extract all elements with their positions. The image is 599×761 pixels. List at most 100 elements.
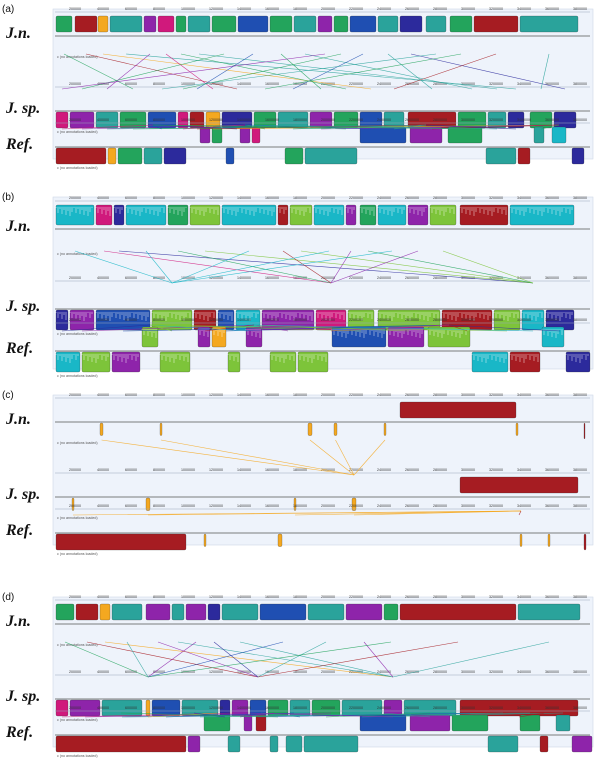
scale-tick-label: 1000000: [181, 276, 195, 280]
homology-connector: [247, 712, 394, 718]
genome-label: Ref.: [5, 136, 33, 153]
scale-tick-label: 2000000: [321, 318, 335, 322]
scale-tick-label: 1800000: [293, 706, 307, 710]
lcb-block: [55, 603, 75, 621]
panel-background: [52, 596, 594, 748]
scale-tick-label: 2200000: [349, 595, 363, 599]
scale-tick-label: 3400000: [517, 504, 531, 508]
annotation-note: c (no annotations loaded): [57, 130, 98, 134]
scale-tick-label: 3600000: [545, 196, 559, 200]
scale-tick-label: 800000: [153, 468, 165, 472]
scale-tick-label: 1600000: [265, 196, 279, 200]
lcb-block: [519, 533, 523, 547]
annotation-note: c (no annotations loaded): [57, 441, 98, 445]
scale-tick-label: 800000: [153, 504, 165, 508]
homology-connector: [157, 641, 259, 678]
scale-tick-label: 2400000: [377, 595, 391, 599]
homology-connector: [102, 53, 372, 90]
scale-tick-label: 1200000: [209, 595, 223, 599]
scale-tick-label: 200000: [69, 468, 81, 472]
scale-tick-label: 2600000: [405, 118, 419, 122]
lcb-block: [117, 147, 143, 165]
scale-tick-label: 1200000: [209, 504, 223, 508]
homology-connector: [257, 641, 327, 678]
scale-tick-label: 3800000: [573, 276, 587, 280]
lcb-block: [459, 699, 579, 717]
scale-tick-label: 3600000: [545, 318, 559, 322]
homology-connector: [74, 250, 173, 284]
homology-connector: [204, 324, 255, 332]
scale-tick-label: 1400000: [237, 118, 251, 122]
lcb-block: [187, 735, 201, 753]
scale-tick-label: 3200000: [489, 7, 503, 11]
panel-letter: (b): [2, 192, 14, 203]
lcb-block: [221, 603, 259, 621]
homology-connector: [118, 250, 534, 284]
scale-tick-label: 2600000: [405, 706, 419, 710]
lcb-block: [451, 714, 489, 732]
annotation-note: c (no annotations loaded): [57, 55, 98, 59]
scale-tick-label: 600000: [125, 504, 137, 508]
lcb-block: [555, 714, 571, 732]
scale-tick-label: 2800000: [433, 196, 447, 200]
scale-tick-label: 1000000: [181, 595, 195, 599]
scale-tick-label: 400000: [97, 7, 109, 11]
scale-tick-label: 3400000: [517, 393, 531, 397]
lcb-block: [473, 15, 519, 33]
homology-connector: [103, 250, 332, 284]
scale-tick-label: 1000000: [181, 504, 195, 508]
scale-tick-label: 2800000: [433, 595, 447, 599]
scale-tick-label: 2600000: [405, 595, 419, 599]
homology-connector: [147, 641, 392, 678]
scale-tick-label: 2200000: [349, 276, 363, 280]
lcb-block: [317, 15, 333, 33]
lcb-block: [307, 422, 313, 436]
homology-connector: [367, 250, 534, 284]
scale-tick-label: 1800000: [293, 196, 307, 200]
scale-tick-label: 3400000: [517, 670, 531, 674]
lcb-block: [185, 603, 207, 621]
scale-tick-label: 3800000: [573, 595, 587, 599]
scale-tick-label: 3400000: [517, 7, 531, 11]
homology-connector: [518, 510, 522, 516]
scale-tick-label: 800000: [153, 118, 165, 122]
lcb-block: [239, 126, 251, 144]
panel-background: [52, 394, 594, 546]
scale-tick-label: 2600000: [405, 82, 419, 86]
panel-letter: (a): [2, 4, 14, 15]
scale-tick-label: 2800000: [433, 706, 447, 710]
homology-connector: [101, 439, 355, 476]
homology-connector: [61, 324, 151, 332]
homology-connector: [257, 641, 459, 678]
scale-tick-label: 1600000: [265, 276, 279, 280]
scale-tick-label: 400000: [97, 276, 109, 280]
scale-tick-label: 1200000: [209, 706, 223, 710]
lcb-block: [539, 735, 549, 753]
lcb-block: [583, 422, 586, 440]
scale-tick-label: 1200000: [209, 276, 223, 280]
lcb-block: [55, 735, 187, 753]
lcb-block: [351, 497, 357, 511]
scale-tick-label: 1400000: [237, 706, 251, 710]
scale-tick-label: 600000: [125, 118, 137, 122]
scale-tick-label: 1600000: [265, 118, 279, 122]
lcb-block: [307, 603, 345, 621]
scale-tick-label: 3400000: [517, 318, 531, 322]
lcb-block: [55, 204, 95, 226]
scale-tick-label: 2400000: [377, 118, 391, 122]
scale-tick-label: 1800000: [293, 393, 307, 397]
scale-tick-label: 2600000: [405, 318, 419, 322]
scale-tick-label: 3800000: [573, 118, 587, 122]
scale-tick-label: 3800000: [573, 7, 587, 11]
homology-connector: [64, 641, 149, 678]
scale-tick-label: 3400000: [517, 706, 531, 710]
homology-connector: [161, 53, 437, 90]
homology-connector: [253, 324, 534, 332]
scale-tick-label: 200000: [69, 393, 81, 397]
scale-tick-label: 3200000: [489, 670, 503, 674]
scale-tick-label: 1000000: [181, 7, 195, 11]
scale-tick-label: 3600000: [545, 706, 559, 710]
lcb-block: [261, 309, 315, 331]
scale-tick-label: 2200000: [349, 82, 363, 86]
